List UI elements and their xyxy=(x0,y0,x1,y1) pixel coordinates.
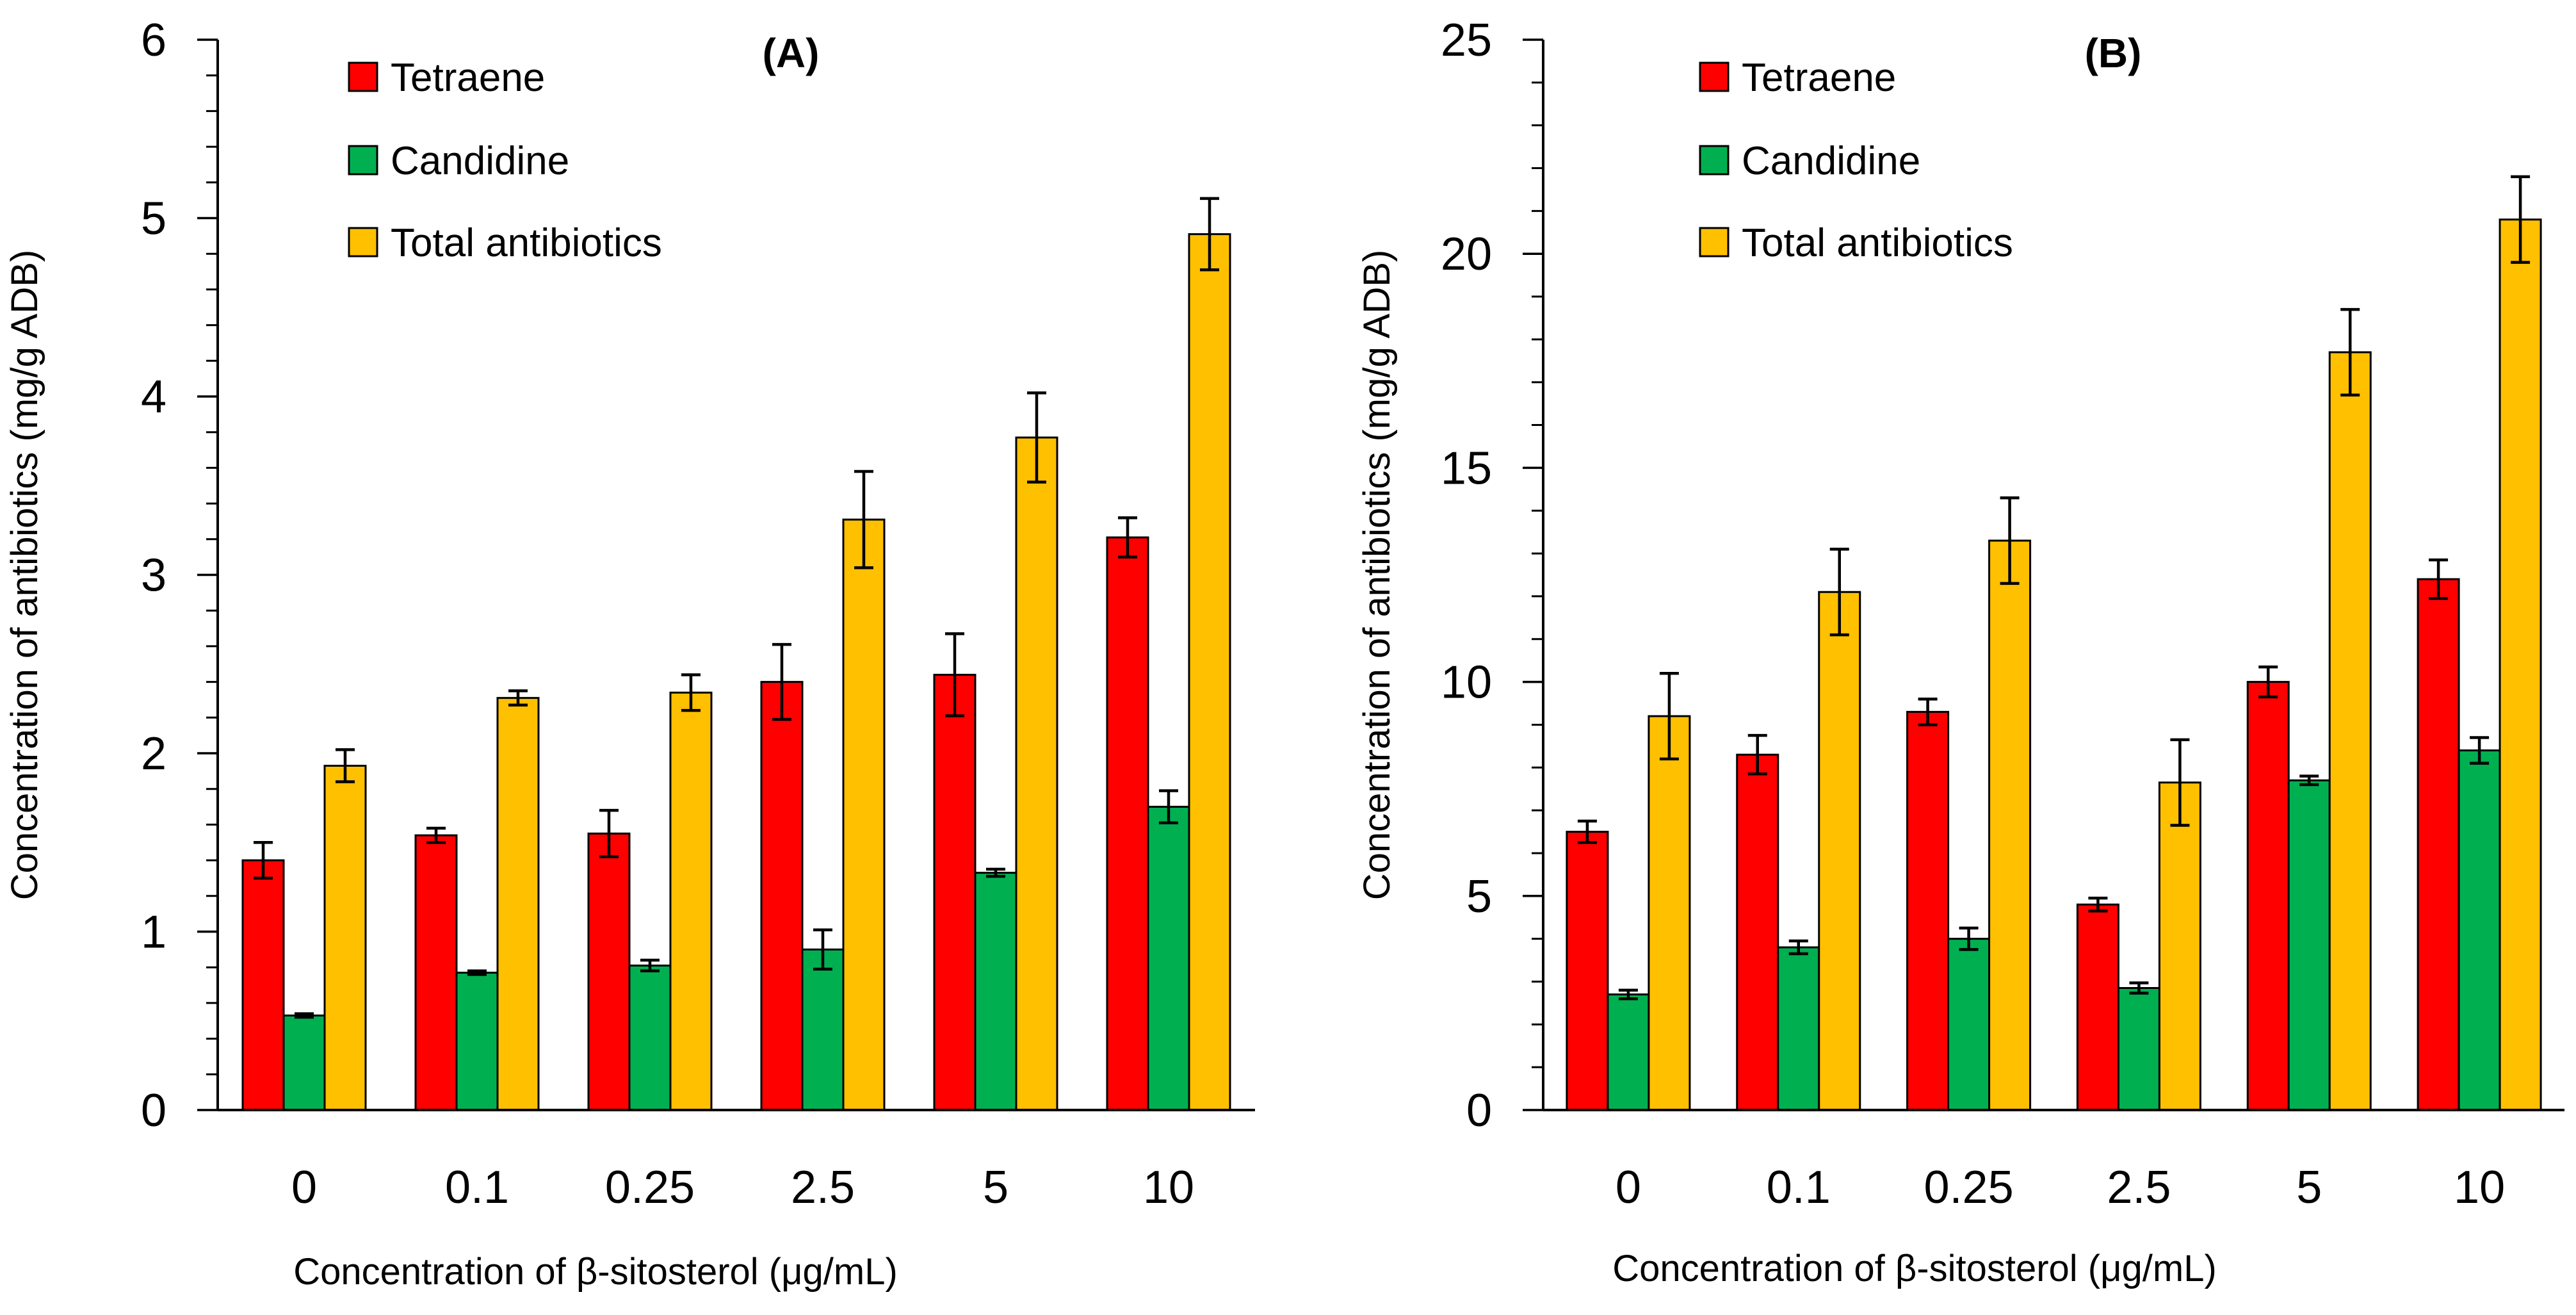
bar-tetraene xyxy=(241,859,285,1111)
bar-tetraene xyxy=(1906,710,1950,1111)
x-tick-label: 5 xyxy=(983,1162,1009,1213)
x-tick-label: 2.5 xyxy=(2107,1162,2171,1213)
y-axis-title: Concentration of antibiotics (mg/g ADB) xyxy=(1356,250,1398,900)
bar-tetraene xyxy=(414,834,458,1111)
bar-candidine xyxy=(2117,987,2160,1111)
bar-candidine xyxy=(1147,806,1190,1111)
bar-candidine xyxy=(628,964,672,1111)
bar-tetraene xyxy=(2076,903,2119,1111)
bar-tetraene xyxy=(933,673,976,1111)
y-tick-label: 15 xyxy=(1441,443,1492,494)
legend-swatch xyxy=(348,61,378,92)
y-tick-label: 5 xyxy=(1466,871,1492,922)
y-tick-label: 0 xyxy=(141,1085,166,1136)
bar-candidine xyxy=(2458,749,2501,1111)
legend-swatch xyxy=(348,227,378,257)
bar-total-antibiotics xyxy=(2158,781,2201,1111)
y-tick-label: 5 xyxy=(141,193,166,245)
bar-tetraene xyxy=(2417,578,2460,1111)
legend-label: Total antibiotics xyxy=(1742,221,2013,265)
x-axis-title: Concentration of β-sitosterol (μg/mL) xyxy=(293,1251,898,1293)
bar-total-antibiotics xyxy=(1015,436,1058,1111)
bar-total-antibiotics xyxy=(842,518,886,1111)
bar-total-antibiotics xyxy=(2328,351,2372,1111)
bar-total-antibiotics xyxy=(669,691,713,1111)
y-tick-label: 2 xyxy=(141,728,166,780)
x-tick-label: 2.5 xyxy=(791,1162,855,1213)
bar-candidine xyxy=(1947,938,1991,1111)
bar-total-antibiotics xyxy=(496,697,540,1111)
bar-candidine xyxy=(801,948,845,1111)
x-tick-label: 10 xyxy=(2454,1162,2505,1213)
x-tick-label: 0.25 xyxy=(1924,1162,2014,1213)
bar-total-antibiotics xyxy=(1988,539,2032,1111)
y-tick-label: 1 xyxy=(141,907,166,958)
bar-total-antibiotics xyxy=(323,764,367,1111)
legend-swatch xyxy=(348,145,378,176)
bar-tetraene xyxy=(1736,753,1779,1111)
bar-candidine xyxy=(1607,993,1650,1111)
x-tick-label: 0 xyxy=(1616,1162,1641,1213)
bar-total-antibiotics xyxy=(1818,591,1861,1111)
x-tick-label: 5 xyxy=(2296,1162,2322,1213)
y-tick-label: 4 xyxy=(141,372,166,423)
bar-candidine xyxy=(1777,946,1820,1111)
bar-candidine xyxy=(2287,779,2331,1111)
y-tick-label: 6 xyxy=(141,15,166,66)
panel-title: (A) xyxy=(763,30,820,76)
x-tick-label: 0.1 xyxy=(1767,1162,1831,1213)
bar-total-antibiotics xyxy=(1648,715,1691,1111)
y-tick-label: 0 xyxy=(1466,1085,1492,1136)
bar-tetraene xyxy=(587,832,631,1111)
chart-panel-b: 0 5 10 15 20 25 0 0.1 0.25 2.5 5 10 Concentration of… xyxy=(1356,15,2564,1289)
y-tick-label: 20 xyxy=(1441,229,1492,280)
bar-tetraene xyxy=(1106,536,1149,1111)
y-tick-label: 10 xyxy=(1441,657,1492,708)
y-axis-title: Concentration of antibiotics (mg/g ADB) xyxy=(4,250,45,900)
x-tick-label: 0.1 xyxy=(445,1162,509,1213)
chart-panel-a: 0 1 2 3 4 5 6 0 0.1 0.25 2.5 5 10 Concentration of β-… xyxy=(4,15,1255,1293)
panel-title: (B) xyxy=(2085,30,2142,76)
legend-label: Candidine xyxy=(391,139,569,183)
bar-candidine xyxy=(282,1014,326,1111)
bar-candidine xyxy=(455,972,499,1111)
legend-label: Tetraene xyxy=(391,56,545,100)
y-tick-label: 25 xyxy=(1441,15,1492,66)
legend-swatch xyxy=(1699,227,1729,257)
bar-candidine xyxy=(974,872,1017,1111)
y-tick-label: 3 xyxy=(141,550,166,601)
bar-tetraene xyxy=(2246,681,2290,1111)
legend-swatch xyxy=(1699,61,1729,92)
legend-swatch xyxy=(1699,145,1729,176)
bar-total-antibiotics xyxy=(1188,233,1231,1111)
legend-label: Candidine xyxy=(1742,139,1920,183)
x-axis-title: Concentration of β-sitosterol (μg/mL) xyxy=(1612,1248,2217,1289)
legend-label: Total antibiotics xyxy=(391,221,662,265)
x-tick-label: 0.25 xyxy=(605,1162,695,1213)
bar-total-antibiotics xyxy=(2499,218,2542,1111)
x-tick-label: 0 xyxy=(291,1162,317,1213)
bar-tetraene xyxy=(760,681,804,1111)
x-tick-label: 10 xyxy=(1143,1162,1194,1213)
bar-tetraene xyxy=(1566,831,1609,1111)
legend-label: Tetraene xyxy=(1742,56,1896,100)
